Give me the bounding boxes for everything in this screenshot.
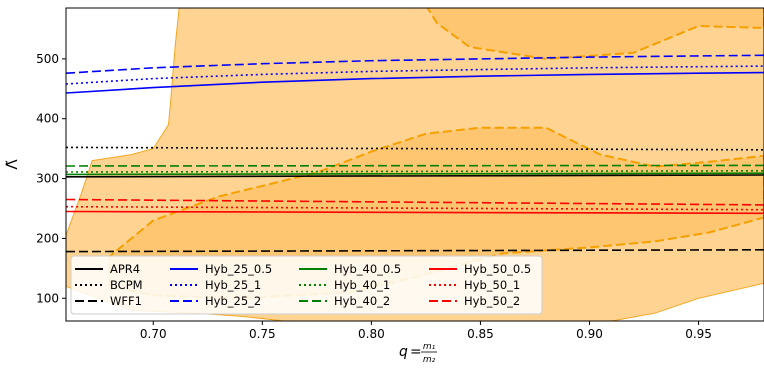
series-line-hyb-25-2: [66, 54, 764, 74]
legend-label: Hyb_40_1: [334, 278, 390, 292]
y-tick-label: 200: [36, 231, 59, 245]
legend-label: Hyb_50_1: [464, 278, 520, 292]
x-axis-label: q = m₁ m₂: [399, 342, 437, 365]
x-tick-label: 0.75: [249, 327, 276, 341]
legend-label: Hyb_40_2: [334, 294, 390, 308]
eos-curves: [66, 54, 764, 253]
legend-label: Hyb_50_2: [464, 294, 520, 308]
x-tick-label: 0.90: [576, 327, 603, 341]
legend-label: Hyb_25_2: [205, 294, 261, 308]
x-label-numerator: m₁: [423, 342, 436, 352]
y-axis: 100 200 300 400 500 Λ̃: [3, 52, 66, 305]
plot-frame: [65, 7, 764, 322]
y-tick-label: 300: [36, 172, 59, 186]
x-tick-label: 0.85: [467, 327, 494, 341]
series-line-hyb-50-1: [66, 205, 764, 211]
legend-label: Hyb_25_0.5: [205, 262, 272, 276]
x-label-variable: q: [399, 344, 408, 360]
series-line-hyb-40-0-5: [66, 172, 764, 176]
x-tick-label: 0.70: [140, 327, 167, 341]
legend-box: [70, 255, 543, 315]
x-label-denominator: m₂: [423, 355, 436, 365]
y-axis-label: Λ̃: [3, 159, 21, 170]
region-50pct-1: [426, 8, 764, 60]
x-tick-label: 0.80: [358, 327, 385, 341]
series-line-bcpm: [66, 146, 764, 151]
legend-label: Hyb_40_0.5: [334, 262, 401, 276]
legend-label: Hyb_25_1: [205, 278, 261, 292]
series-line-apr4: [66, 174, 764, 178]
series-line-hyb-25-1: [66, 65, 764, 85]
x-axis: 0.70 0.75 0.80 0.85 0.90 0.95 q = m₁ m₂: [140, 321, 712, 365]
x-tick-label: 0.95: [685, 327, 712, 341]
legend-label: BCPM: [110, 278, 143, 292]
legend-label: WFF1: [110, 294, 142, 308]
legend-label: Hyb_50_0.5: [464, 262, 531, 276]
legend: APR4 BCPM WFF1 Hyb_25_0.5 Hyb_25_1 Hyb_25_2 Hy…: [70, 255, 543, 315]
y-tick-label: 100: [36, 291, 59, 305]
y-tick-label: 400: [36, 112, 59, 126]
series-line-hyb-50-0-5: [66, 210, 764, 215]
legend-label: APR4: [110, 262, 140, 276]
y-tick-label: 500: [36, 52, 59, 66]
x-label-equals: =: [410, 344, 422, 360]
axes: [65, 7, 764, 322]
series-line-hyb-40-1: [66, 170, 764, 173]
series-line-hyb-25-0-5: [66, 71, 764, 94]
